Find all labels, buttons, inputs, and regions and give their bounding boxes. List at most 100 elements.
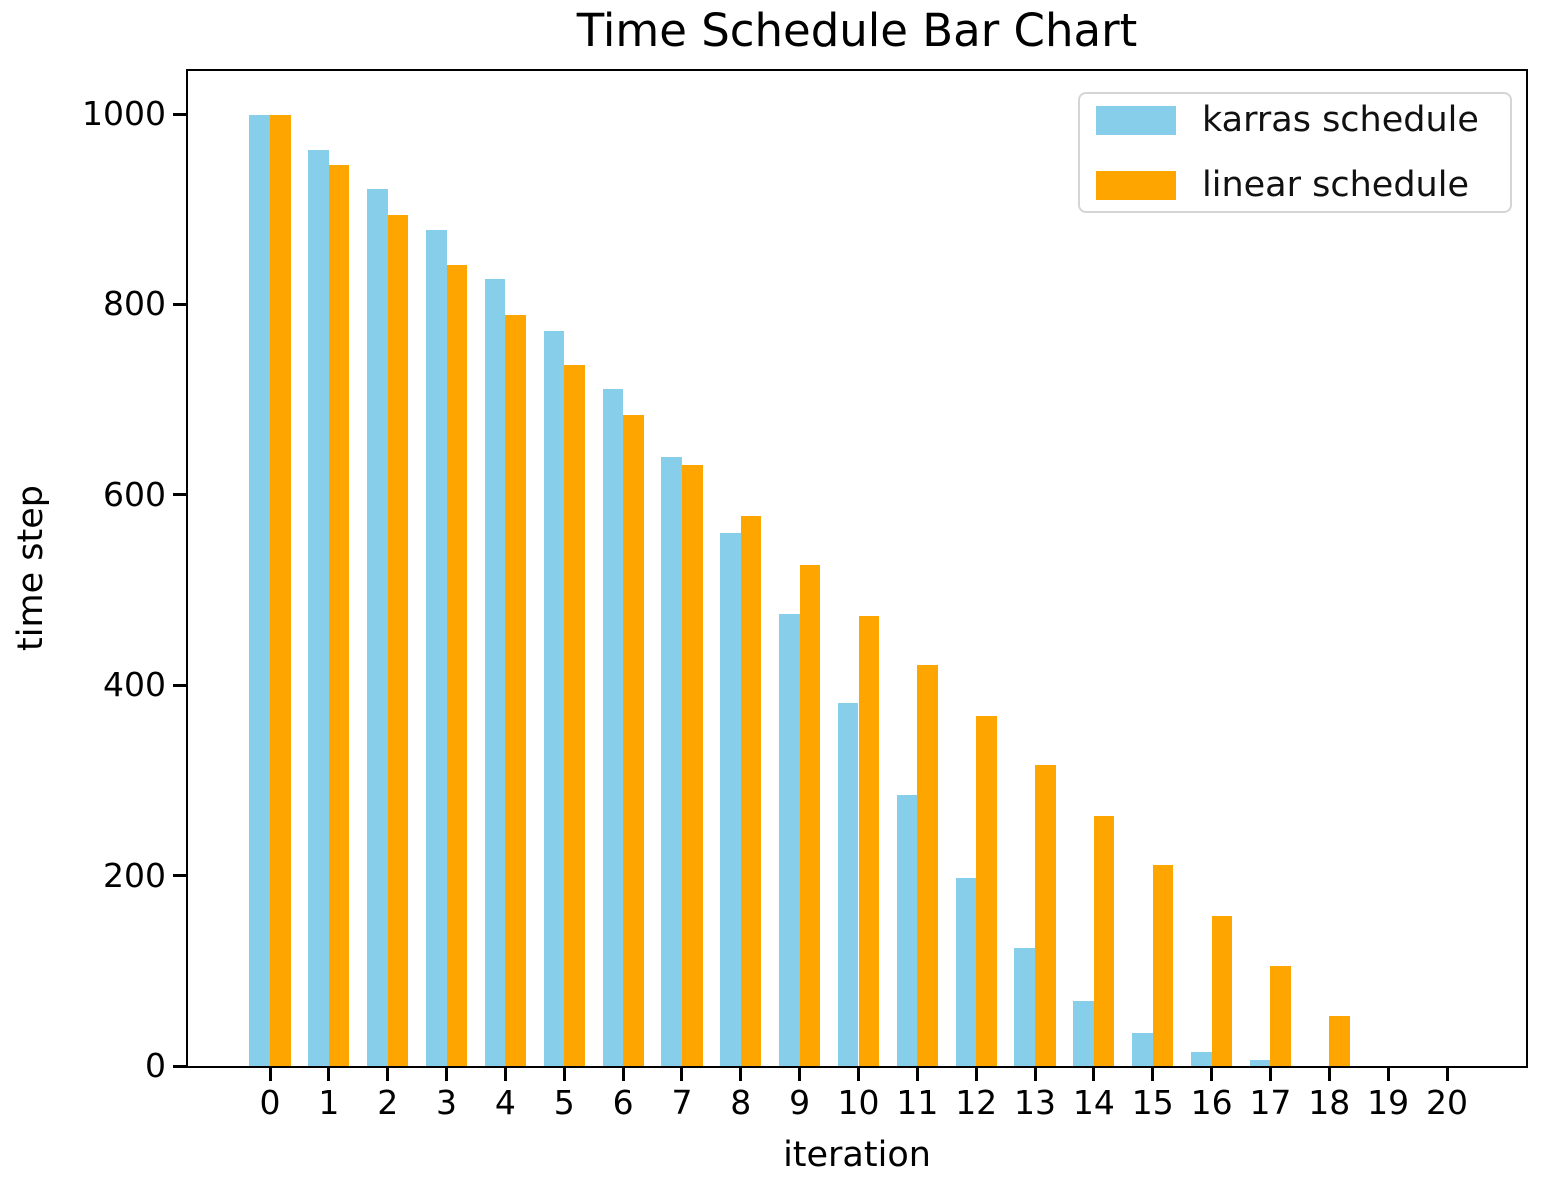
bar-linear-18 bbox=[1329, 1015, 1350, 1066]
bar-linear-9 bbox=[799, 565, 821, 1066]
bar-linear-11 bbox=[917, 665, 938, 1066]
bar-linear-3 bbox=[446, 265, 468, 1066]
x-tick-12 bbox=[974, 1068, 978, 1081]
y-tick-200 bbox=[173, 874, 186, 878]
x-tick-19 bbox=[1386, 1068, 1390, 1081]
x-tick-label-19: 19 bbox=[1367, 1083, 1410, 1122]
x-tick-16 bbox=[1210, 1068, 1214, 1081]
x-tick-0 bbox=[268, 1068, 272, 1081]
plot-area bbox=[186, 69, 1528, 1068]
legend-swatch-linear bbox=[1096, 170, 1176, 200]
x-tick-label-4: 4 bbox=[494, 1083, 516, 1122]
bar-karras-5 bbox=[543, 331, 565, 1066]
bar-linear-14 bbox=[1093, 815, 1115, 1066]
legend-item-linear: linear schedule bbox=[1096, 164, 1510, 205]
x-tick-label-8: 8 bbox=[730, 1083, 752, 1122]
bar-karras-10 bbox=[837, 703, 859, 1066]
bar-linear-12 bbox=[976, 715, 997, 1066]
x-tick-17 bbox=[1268, 1068, 1272, 1081]
x-tick-18 bbox=[1327, 1068, 1331, 1081]
legend-label-karras: karras schedule bbox=[1202, 99, 1479, 140]
x-tick-label-5: 5 bbox=[553, 1083, 575, 1122]
bar-linear-15 bbox=[1152, 865, 1174, 1066]
x-axis-label: iteration bbox=[783, 1135, 931, 1175]
y-axis-label: time step bbox=[10, 485, 51, 651]
x-tick-label-9: 9 bbox=[789, 1083, 811, 1122]
bar-linear-16 bbox=[1211, 915, 1233, 1066]
bar-linear-7 bbox=[681, 465, 703, 1066]
bar-karras-3 bbox=[425, 230, 447, 1066]
y-tick-0 bbox=[173, 1064, 186, 1068]
x-tick-label-18: 18 bbox=[1308, 1083, 1351, 1122]
x-tick-1 bbox=[327, 1068, 331, 1081]
bar-karras-11 bbox=[896, 794, 918, 1066]
legend-label-linear: linear schedule bbox=[1202, 164, 1469, 205]
y-tick-800 bbox=[173, 302, 186, 306]
x-tick-4 bbox=[503, 1068, 507, 1081]
bar-karras-0 bbox=[249, 114, 270, 1066]
bar-linear-0 bbox=[270, 114, 291, 1066]
x-tick-15 bbox=[1151, 1068, 1155, 1081]
y-tick-label-600: 600 bbox=[103, 474, 166, 514]
x-tick-10 bbox=[857, 1068, 860, 1081]
x-tick-9 bbox=[798, 1068, 802, 1081]
bar-karras-1 bbox=[308, 150, 329, 1066]
x-tick-label-15: 15 bbox=[1131, 1083, 1174, 1122]
bar-linear-4 bbox=[505, 314, 526, 1066]
bar-karras-4 bbox=[484, 278, 506, 1066]
y-tick-600 bbox=[173, 493, 186, 497]
bar-karras-9 bbox=[779, 613, 800, 1066]
x-tick-8 bbox=[739, 1068, 743, 1081]
bar-linear-1 bbox=[328, 165, 350, 1066]
x-tick-14 bbox=[1092, 1068, 1096, 1081]
x-tick-label-10: 10 bbox=[837, 1083, 880, 1122]
x-tick-label-3: 3 bbox=[436, 1083, 458, 1122]
x-tick-label-0: 0 bbox=[259, 1083, 281, 1122]
bar-linear-10 bbox=[858, 615, 880, 1066]
bar-karras-2 bbox=[367, 189, 388, 1066]
x-tick-label-14: 14 bbox=[1072, 1083, 1115, 1122]
x-tick-label-12: 12 bbox=[955, 1083, 998, 1122]
x-tick-label-1: 1 bbox=[318, 1083, 340, 1122]
bar-karras-17 bbox=[1249, 1060, 1271, 1066]
x-tick-label-11: 11 bbox=[896, 1083, 939, 1122]
x-tick-5 bbox=[562, 1068, 566, 1081]
y-tick-400 bbox=[173, 683, 186, 687]
x-tick-label-6: 6 bbox=[612, 1083, 634, 1122]
x-tick-label-17: 17 bbox=[1249, 1083, 1292, 1122]
bar-linear-5 bbox=[564, 365, 585, 1066]
bar-karras-13 bbox=[1014, 947, 1036, 1066]
x-tick-label-20: 20 bbox=[1426, 1083, 1468, 1122]
y-tick-label-1000: 1000 bbox=[82, 94, 166, 133]
y-tick-1000 bbox=[173, 112, 186, 116]
legend: karras schedule linear schedule bbox=[1078, 92, 1512, 213]
x-tick-6 bbox=[621, 1068, 625, 1081]
bar-karras-8 bbox=[720, 532, 741, 1066]
x-tick-label-16: 16 bbox=[1190, 1083, 1233, 1122]
y-tick-label-0: 0 bbox=[145, 1046, 166, 1085]
x-tick-2 bbox=[386, 1068, 390, 1081]
bar-linear-8 bbox=[740, 515, 762, 1066]
y-tick-label-200: 200 bbox=[103, 855, 166, 895]
x-tick-11 bbox=[915, 1068, 919, 1081]
x-tick-20 bbox=[1445, 1068, 1449, 1081]
legend-item-karras: karras schedule bbox=[1096, 99, 1510, 140]
bar-karras-15 bbox=[1132, 1032, 1153, 1066]
x-tick-label-13: 13 bbox=[1014, 1083, 1057, 1122]
y-tick-label-800: 800 bbox=[103, 284, 166, 324]
bar-karras-6 bbox=[602, 389, 624, 1066]
x-tick-13 bbox=[1033, 1068, 1037, 1081]
bar-karras-14 bbox=[1073, 1001, 1094, 1066]
bar-karras-12 bbox=[955, 878, 977, 1066]
bar-karras-7 bbox=[661, 456, 682, 1066]
bar-karras-16 bbox=[1191, 1051, 1212, 1066]
bar-linear-2 bbox=[387, 214, 409, 1066]
bar-linear-13 bbox=[1035, 765, 1056, 1066]
x-tick-7 bbox=[680, 1068, 684, 1081]
x-tick-label-7: 7 bbox=[671, 1083, 693, 1122]
y-tick-label-400: 400 bbox=[103, 665, 166, 705]
chart-title: Time Schedule Bar Chart bbox=[576, 4, 1138, 57]
x-tick-label-2: 2 bbox=[377, 1083, 399, 1122]
bar-linear-17 bbox=[1270, 966, 1292, 1066]
